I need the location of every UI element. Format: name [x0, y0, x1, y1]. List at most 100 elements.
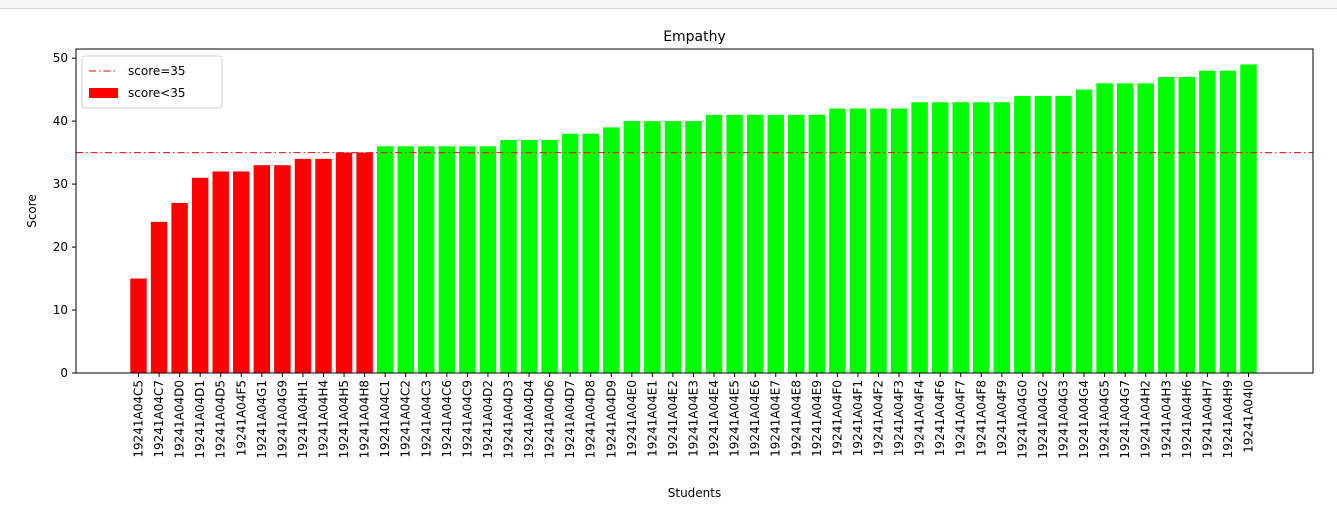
bar: [808, 114, 826, 373]
x-tick-label: 19241A04G1: [255, 380, 269, 459]
x-tick-label: 19241A04G9: [275, 380, 289, 459]
x-tick-label: 19241A04D1: [193, 380, 207, 459]
bar: [212, 171, 229, 373]
bar: [274, 165, 291, 373]
x-tick-label: 19241A04C1: [378, 380, 392, 458]
y-axis: 0 10 20 30 40 50: [53, 51, 76, 380]
x-tick-label: 19241A04C5: [132, 380, 146, 458]
bar: [952, 102, 969, 373]
bar: [870, 108, 887, 374]
bar: [191, 177, 209, 373]
x-tick-label: 19241A04D3: [502, 380, 516, 459]
y-tick-label: 40: [53, 114, 68, 128]
x-tick-label: 19241A04F5: [234, 380, 248, 456]
x-tick-label: 19241A04F7: [954, 380, 968, 456]
y-axis-title: Score: [25, 194, 39, 228]
x-tick-label: 19241A04H6: [1180, 380, 1194, 458]
bar: [746, 114, 764, 373]
bar: [1137, 83, 1154, 373]
bar: [335, 152, 353, 373]
x-tick-label: 19241A04H8: [358, 380, 372, 458]
x-tick-label: 19241A04C2: [399, 380, 413, 458]
bar: [829, 108, 846, 374]
x-tick-label: 19241A04F1: [851, 380, 865, 456]
bar: [931, 102, 949, 373]
bar: [890, 108, 908, 374]
bar: [685, 121, 702, 374]
bar: [788, 114, 805, 373]
bar: [1178, 77, 1196, 374]
bar: [438, 146, 456, 373]
x-tick-label: 19241A04D9: [604, 380, 618, 459]
y-tick-label: 20: [53, 240, 68, 254]
x-tick-label: 19241A04E6: [748, 380, 762, 457]
bar: [294, 158, 312, 373]
x-tick-label: 19241A04H1: [296, 380, 310, 458]
bar: [1096, 83, 1113, 373]
x-tick-label: 19241A04G2: [1036, 380, 1050, 459]
plot-frame: [75, 48, 1314, 374]
bar: [1055, 95, 1072, 373]
bar: [993, 102, 1011, 373]
x-tick-label: 19241A04C3: [419, 380, 433, 458]
x-tick-label: 19241A04G4: [1077, 380, 1091, 459]
x-tick-label: 19241A04E1: [645, 380, 659, 457]
chart-title: Empathy: [663, 29, 726, 45]
bar: [1014, 95, 1031, 373]
bar: [1158, 77, 1175, 374]
x-tick-label: 19241A04F2: [872, 380, 886, 456]
bar: [376, 146, 394, 373]
bar: [623, 121, 641, 374]
x-tick-label: 19241A04E8: [789, 380, 803, 457]
bar: [397, 146, 414, 373]
bar: [1219, 70, 1237, 373]
legend-bar-swatch: [89, 88, 118, 98]
x-tick-label: 19241A04D8: [584, 380, 598, 459]
x-tick-label: 19241A04F4: [913, 380, 927, 456]
x-tick-label: 19241A04H9: [1221, 380, 1235, 458]
y-tick-label: 0: [60, 366, 68, 380]
x-tick-label: 19241A04D5: [214, 380, 228, 459]
x-tick-label: 19241A04G0: [1015, 380, 1029, 459]
bar: [973, 102, 990, 373]
x-tick-label: 19241A04F9: [995, 380, 1009, 456]
x-tick-label: 19241A04G7: [1118, 380, 1132, 459]
y-tick-label: 30: [53, 177, 68, 191]
bar: [356, 152, 373, 373]
bar: [1075, 89, 1093, 373]
x-tick-label: 19241A04G5: [1098, 380, 1112, 459]
legend-label-below: score<35: [128, 86, 186, 100]
x-tick-label: 19241A04H7: [1200, 380, 1214, 458]
bar: [849, 108, 867, 374]
bar: [171, 202, 188, 373]
x-tick-label: 19241A04H2: [1139, 380, 1153, 458]
x-tick-label: 19241A04E7: [769, 380, 783, 457]
bar: [644, 121, 661, 374]
x-tick-label: 19241A04E3: [687, 380, 701, 457]
bar: [1116, 83, 1134, 373]
bar: [130, 278, 147, 373]
x-tick-label: 19241A04E0: [625, 380, 639, 457]
x-tick-label: 19241A04E5: [728, 380, 742, 457]
x-tick-label: 19241A04D4: [522, 380, 536, 459]
x-tick-label: 19241A04F3: [892, 380, 906, 456]
x-tick-label: 19241A04H5: [337, 380, 351, 458]
bar: [418, 146, 435, 373]
bar: [520, 139, 538, 373]
x-tick-label: 19241A04C6: [440, 380, 454, 458]
bar: [664, 121, 682, 374]
bar: [726, 114, 743, 373]
x-tick-label: 19241A04E2: [666, 380, 680, 457]
bar: [459, 146, 476, 373]
x-tick-label: 19241A04D2: [481, 380, 495, 459]
bar: [253, 165, 271, 373]
x-tick-label: 19241A04F8: [974, 380, 988, 456]
x-tick-label: 19241A04F6: [933, 380, 947, 456]
x-tick-label: 19241A04F0: [830, 380, 844, 456]
bar: [561, 133, 579, 373]
x-tick-label: 19241A04D0: [173, 380, 187, 459]
x-axis: 19241A04C5 19241A04C7 19241A04D0 19241A04D1…: [132, 373, 1256, 459]
x-tick-label: 19241A04C7: [152, 380, 166, 458]
window-top-bar: [0, 0, 1337, 9]
